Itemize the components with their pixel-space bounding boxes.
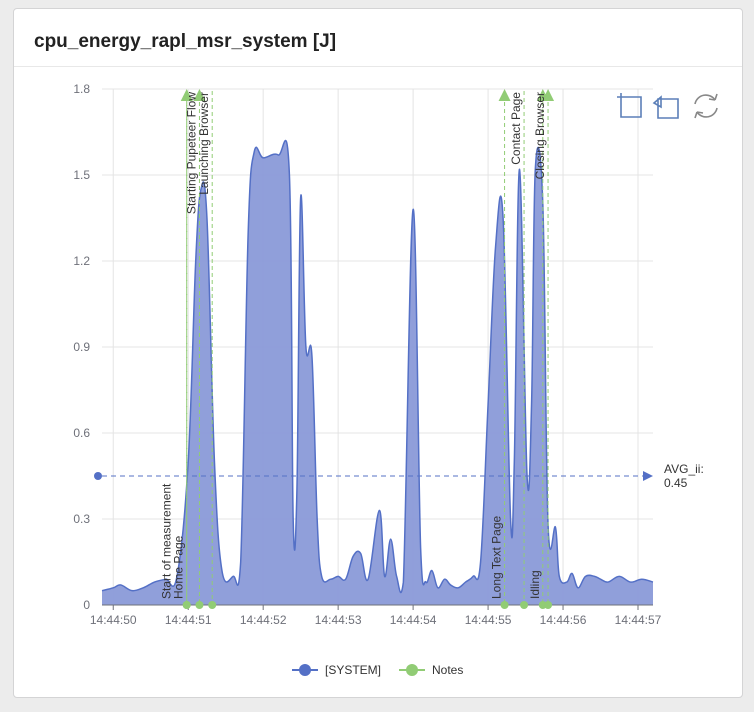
zoom-icon[interactable] (617, 93, 642, 118)
legend-marker (406, 664, 418, 676)
zoom-icon-shape (617, 93, 642, 118)
x-tick-label: 14:44:53 (315, 613, 362, 627)
x-tick-label: 14:44:51 (165, 613, 212, 627)
card-title: cpu_energy_rapl_msr_system [J] (34, 31, 337, 52)
note-label: Contact Page (509, 92, 523, 165)
note-point[interactable] (208, 601, 217, 609)
title-divider (14, 66, 742, 67)
y-tick-label: 0 (83, 598, 90, 612)
x-tick-label: 14:44:54 (390, 613, 437, 627)
x-tick-label: 14:44:50 (90, 613, 137, 627)
y-tick-label: 1.8 (73, 82, 90, 96)
x-tick-label: 14:44:52 (240, 613, 287, 627)
x-tick-label: 14:44:56 (540, 613, 587, 627)
note-point[interactable] (182, 601, 191, 609)
note-label: Start of measurement (160, 483, 174, 599)
average-mark-line: AVG_ii:0.45 (94, 462, 704, 490)
note-point[interactable] (544, 601, 553, 609)
x-tick-label: 14:44:55 (465, 613, 512, 627)
zoom-reset-icon[interactable] (652, 95, 679, 119)
legend-label: [SYSTEM] (325, 663, 381, 677)
y-tick-label: 0.6 (73, 426, 90, 440)
mark-line-label: AVG_ii: (664, 462, 704, 476)
legend-marker (299, 664, 311, 676)
chart-toolbar[interactable] (617, 93, 718, 119)
series-area-fill (102, 140, 653, 605)
axes: 0 0.3 0.6 0.9 1.2 1.5 1.8 14:44:50 14:44:51 14:44… (73, 82, 661, 627)
note-label: Idling (528, 570, 542, 599)
legend[interactable]: [SYSTEM] Notes (292, 663, 463, 677)
mark-line-start (94, 472, 102, 480)
note-arrow (180, 89, 193, 101)
note-point[interactable] (520, 601, 529, 609)
mark-line-arrow (643, 471, 653, 481)
note-point[interactable] (500, 601, 509, 609)
note-label: Long Text Page (490, 515, 504, 599)
legend-item[interactable]: [SYSTEM] (292, 663, 381, 677)
note-label: Closing Browser (533, 92, 547, 179)
note-arrow (542, 89, 555, 101)
note-arrow (498, 89, 511, 101)
legend-label: Notes (432, 663, 463, 677)
zoom-reset-icon-shape (652, 95, 679, 119)
y-tick-label: 1.5 (73, 168, 90, 182)
legend-item[interactable]: Notes (399, 663, 463, 677)
x-tick-label: 14:44:57 (615, 613, 662, 627)
restore-icon-arc (694, 94, 718, 118)
note-arrow (193, 89, 206, 101)
note-label: Home Page (172, 535, 186, 599)
note-label: Starting Pupeteer Flow (184, 92, 198, 214)
restore-icon[interactable] (694, 93, 718, 119)
y-tick-label: 1.2 (73, 254, 90, 268)
restore-icon-arrows (694, 93, 718, 119)
note-point[interactable] (195, 601, 204, 609)
y-tick-label: 0.3 (73, 512, 90, 526)
note-label: Launching Browser (197, 92, 211, 195)
y-tick-label: 0.9 (73, 340, 90, 354)
mark-line-value: 0.45 (664, 476, 688, 490)
